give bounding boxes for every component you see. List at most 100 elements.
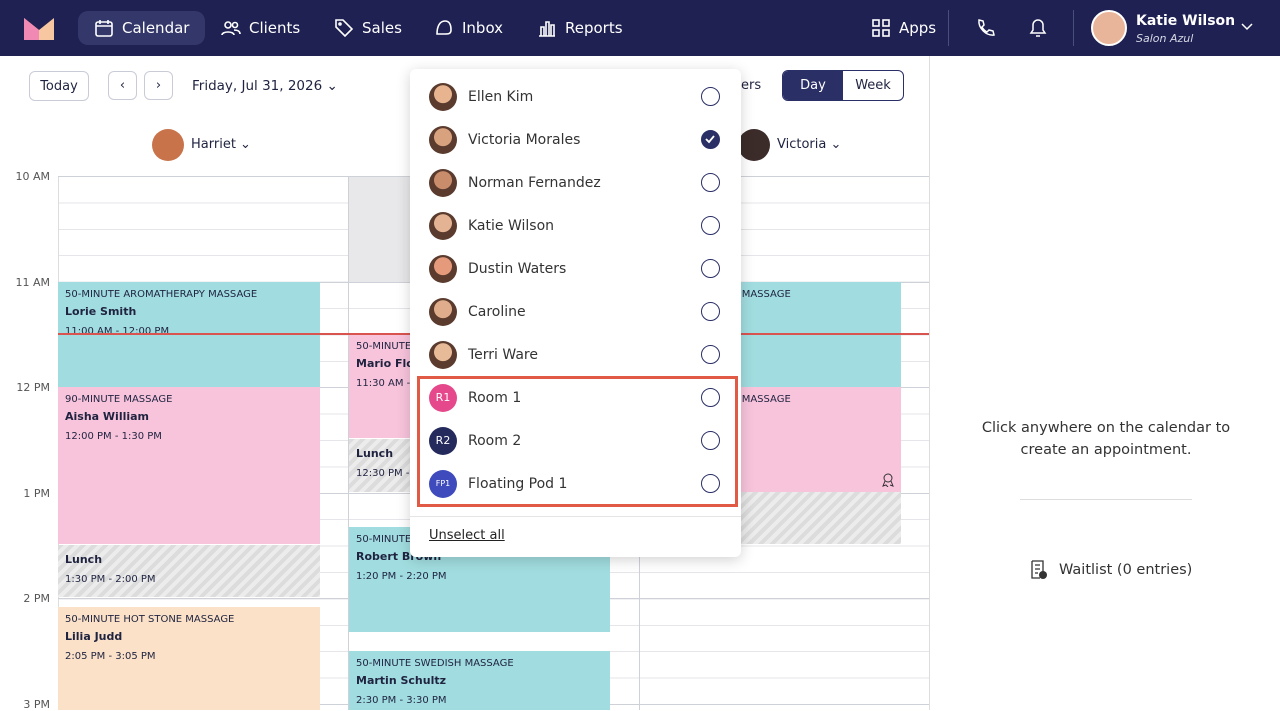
label: Apps bbox=[899, 19, 937, 37]
appointment-text: 1:30 PM - 2:00 PM bbox=[65, 574, 156, 586]
waitlist[interactable]: Waitlist (0 entries) bbox=[1059, 562, 1193, 578]
nav-apps[interactable]: Apps bbox=[855, 11, 952, 45]
appointment-text: Lunch bbox=[356, 447, 394, 460]
avatar bbox=[429, 211, 457, 240]
checkbox[interactable] bbox=[701, 345, 720, 364]
time-label: 11 AM bbox=[15, 275, 50, 289]
phone-icon[interactable] bbox=[975, 18, 995, 38]
appointment-text: 50-MINUTE AROMATHERAPY MASSAGE bbox=[65, 289, 258, 300]
staff-option[interactable]: R2 Room 2 bbox=[410, 419, 741, 462]
bell-icon[interactable] bbox=[1028, 17, 1048, 39]
staff-option[interactable]: Victoria Morales bbox=[410, 118, 741, 161]
staff-name: Victoria bbox=[777, 137, 827, 152]
staff-avatar bbox=[738, 129, 770, 161]
staff-option[interactable]: R1 Room 1 bbox=[410, 376, 741, 419]
staff-option[interactable]: Norman Fernandez bbox=[410, 161, 741, 204]
appointment-text: H MASSAGE bbox=[731, 394, 791, 405]
checkbox[interactable] bbox=[701, 259, 720, 278]
appointment-text: Lilia Judd bbox=[65, 630, 123, 643]
staff-filter[interactable]: ers bbox=[741, 78, 762, 93]
user-avatar[interactable] bbox=[1091, 10, 1127, 46]
prev-button[interactable]: ‹ bbox=[108, 71, 137, 100]
checkbox[interactable] bbox=[701, 216, 720, 235]
checkbox[interactable] bbox=[701, 87, 720, 106]
appointment-text: Mario Flor bbox=[356, 357, 420, 370]
appointment-text: 1:20 PM - 2:20 PM bbox=[356, 571, 447, 583]
staff-avatar bbox=[152, 129, 184, 161]
label: Reports bbox=[565, 19, 623, 37]
checkbox[interactable] bbox=[701, 474, 720, 493]
nav-sales[interactable]: Sales bbox=[318, 11, 418, 45]
option-name: Ellen Kim bbox=[468, 88, 534, 105]
appointment-text: 2:05 PM - 3:05 PM bbox=[65, 651, 156, 663]
date: Friday, Jul 31, 2026 bbox=[192, 78, 323, 94]
staff-option[interactable]: Ellen Kim bbox=[410, 75, 741, 118]
week-view[interactable]: Week bbox=[855, 78, 891, 93]
appointment-text: 50-MINUTE bbox=[356, 341, 412, 352]
option-name: Floating Pod 1 bbox=[468, 475, 568, 492]
option-name: Caroline bbox=[468, 303, 526, 320]
badge-icon bbox=[882, 473, 894, 487]
appointment-text: 50-MINUTE bbox=[356, 534, 412, 545]
appointment-text: 12:30 PM - bbox=[356, 468, 410, 480]
checkbox[interactable] bbox=[701, 173, 720, 192]
appointment-text: 50-MINUTE HOT STONE MASSAGE bbox=[65, 614, 235, 625]
checkbox-checked[interactable] bbox=[701, 130, 720, 149]
staff-header[interactable]: Victoria ⌄ bbox=[777, 137, 842, 152]
empty-hint: Click anywhere on the calendar to create… bbox=[981, 420, 1231, 458]
appointment-text: Lunch bbox=[65, 553, 103, 566]
option-name: Victoria Morales bbox=[468, 131, 581, 148]
staff-option[interactable]: Katie Wilson bbox=[410, 204, 741, 247]
avatar bbox=[429, 254, 457, 283]
checkbox[interactable] bbox=[701, 388, 720, 407]
staff-name: Harriet bbox=[191, 137, 236, 152]
time-label: 12 PM bbox=[16, 381, 50, 395]
avatar: R2 bbox=[429, 426, 457, 455]
appointment-text: H MASSAGE bbox=[731, 289, 791, 300]
option-name: Dustin Waters bbox=[468, 260, 567, 277]
appointment[interactable]: 50-MINUTE HOT STONE MASSAGE Lilia Judd 2:0… bbox=[58, 607, 320, 710]
avatar: FP1 bbox=[429, 469, 457, 498]
appointment-text: Martin Schultz bbox=[356, 674, 447, 687]
nav-calendar[interactable]: Calendar bbox=[78, 11, 206, 45]
staff-option[interactable]: Caroline bbox=[410, 290, 741, 333]
nav-clients[interactable]: Clients bbox=[205, 11, 316, 45]
staff-option[interactable]: FP1 Floating Pod 1 bbox=[410, 462, 741, 505]
highlight-box bbox=[417, 376, 738, 507]
checkbox[interactable] bbox=[701, 302, 720, 321]
label: Sales bbox=[362, 19, 402, 37]
avatar bbox=[429, 340, 457, 369]
day-view[interactable]: Day bbox=[783, 71, 843, 100]
appointment-text: 11:30 AM - bbox=[356, 378, 411, 390]
nav-reports[interactable]: Reports bbox=[521, 11, 639, 45]
user-name: Katie Wilson bbox=[1136, 13, 1236, 29]
staff-dropdown: Ellen Kim Victoria Morales Norman Fernande… bbox=[410, 69, 741, 557]
user-org: Salon Azul bbox=[1136, 32, 1194, 45]
appointment-text: 90-MINUTE MASSAGE bbox=[65, 394, 173, 405]
option-name: Norman Fernandez bbox=[468, 174, 601, 191]
appointment[interactable]: 90-MINUTE MASSAGE Aisha William 12:00 PM -… bbox=[58, 387, 320, 544]
avatar bbox=[429, 125, 457, 154]
today-button[interactable]: Today bbox=[29, 71, 89, 101]
next-button[interactable]: › bbox=[144, 71, 173, 100]
checkbox[interactable] bbox=[701, 431, 720, 450]
avatar bbox=[429, 297, 457, 326]
avatar bbox=[429, 82, 457, 111]
option-name: Room 2 bbox=[468, 432, 522, 449]
appointment[interactable]: 50-MINUTE SWEDISH MASSAGE Martin Schultz 2… bbox=[349, 651, 610, 710]
time-label: 3 PM bbox=[23, 698, 50, 711]
staff-header[interactable]: Harriet ⌄ bbox=[191, 137, 251, 152]
appointment-text: Aisha William bbox=[65, 410, 150, 423]
side-panel: Click anywhere on the calendar to create… bbox=[929, 56, 1280, 710]
view-toggle: Day Week bbox=[782, 70, 904, 101]
staff-option[interactable]: Terri Ware bbox=[410, 333, 741, 376]
option-name: Room 1 bbox=[468, 389, 522, 406]
unselect-all[interactable]: Unselect all bbox=[429, 528, 505, 543]
lunch-block[interactable]: Lunch 1:30 PM - 2:00 PM bbox=[58, 545, 320, 597]
date-picker[interactable]: Friday, Jul 31, 2026 ⌄ bbox=[192, 78, 338, 94]
nav-inbox[interactable]: Inbox bbox=[418, 11, 519, 45]
staff-option[interactable]: Dustin Waters bbox=[410, 247, 741, 290]
user-menu-caret[interactable] bbox=[1241, 23, 1253, 31]
time-label: 10 AM bbox=[15, 170, 50, 183]
